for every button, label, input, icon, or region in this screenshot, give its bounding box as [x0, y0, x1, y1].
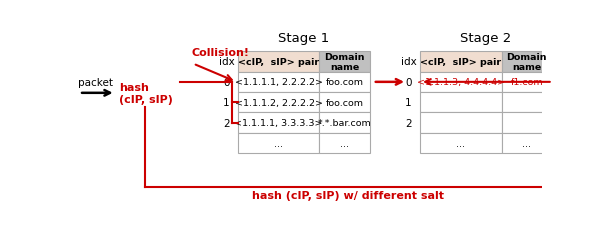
Bar [238, 72, 320, 93]
Text: ...: ... [522, 139, 531, 148]
Bar [420, 72, 501, 93]
Text: packet: packet [78, 77, 113, 87]
Text: 0: 0 [405, 77, 412, 87]
Text: Stage 1: Stage 1 [278, 32, 329, 45]
Bar [420, 133, 501, 154]
Text: 2: 2 [405, 118, 412, 128]
Bar [501, 52, 552, 72]
Bar [501, 93, 552, 113]
Text: <cIP,  sIP> pair: <cIP, sIP> pair [238, 58, 319, 67]
Text: f1.com: f1.com [510, 78, 543, 87]
Bar [501, 72, 552, 93]
Text: foo.com: foo.com [326, 78, 364, 87]
Text: *.*.bar.com: *.*.bar.com [318, 119, 371, 128]
Bar [320, 52, 370, 72]
Text: foo.com: foo.com [326, 98, 364, 107]
Bar [238, 93, 320, 113]
Bar [238, 52, 320, 72]
Text: <1.1.1.1, 2.2.2.2>: <1.1.1.1, 2.2.2.2> [235, 78, 323, 87]
Text: <1.1.1.2, 2.2.2.2>: <1.1.1.2, 2.2.2.2> [235, 98, 323, 107]
Text: <1.1.1.1, 3.3.3.3>: <1.1.1.1, 3.3.3.3> [234, 119, 323, 128]
Text: ...: ... [456, 139, 465, 148]
Text: ...: ... [340, 139, 349, 148]
Text: 2: 2 [223, 118, 230, 128]
Text: Domain
name: Domain name [506, 52, 547, 72]
Text: 1: 1 [223, 98, 230, 108]
Text: 0: 0 [223, 77, 229, 87]
Text: hash (cIP, sIP) w/ different salt: hash (cIP, sIP) w/ different salt [252, 190, 444, 200]
Text: Domain
name: Domain name [324, 52, 365, 72]
Bar [238, 133, 320, 154]
Text: idx: idx [219, 57, 234, 67]
Text: ...: ... [274, 139, 283, 148]
Bar [501, 113, 552, 133]
Bar [320, 93, 370, 113]
Text: Collision!: Collision! [191, 48, 249, 58]
Text: idx: idx [400, 57, 417, 67]
Bar [420, 113, 501, 133]
Bar [238, 113, 320, 133]
Text: <cIP,  sIP> pair: <cIP, sIP> pair [420, 58, 501, 67]
Bar [420, 52, 501, 72]
Bar [420, 93, 501, 113]
Bar [320, 133, 370, 154]
Text: 1: 1 [405, 98, 412, 108]
Bar [320, 72, 370, 93]
Text: hash
(cIP, sIP): hash (cIP, sIP) [119, 82, 173, 105]
Text: Stage 2: Stage 2 [461, 32, 512, 45]
Text: <1.1.1.3, 4.4.4.4>: <1.1.1.3, 4.4.4.4> [417, 78, 505, 87]
Bar [501, 133, 552, 154]
Bar [320, 113, 370, 133]
